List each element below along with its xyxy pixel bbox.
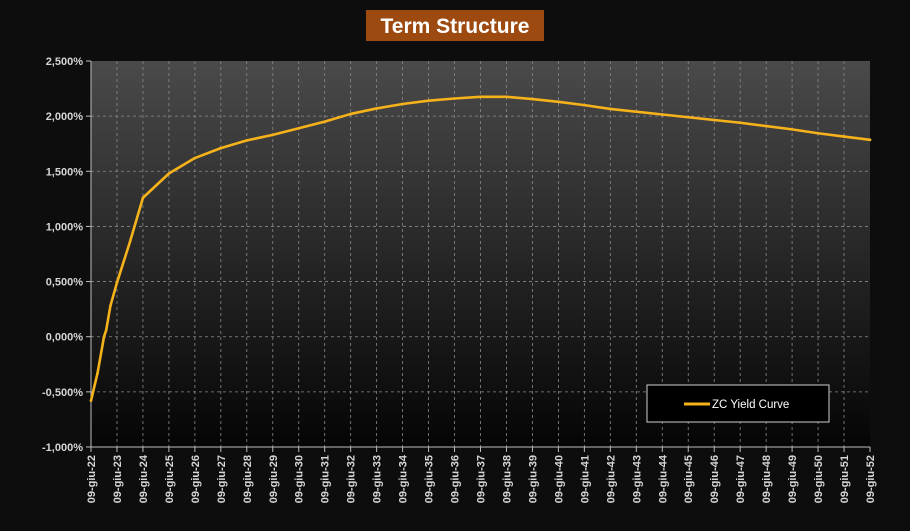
x-tick-label: 09-giu-50 [813, 455, 825, 503]
data-point [245, 139, 249, 142]
x-tick-label: 09-giu-39 [527, 455, 539, 503]
x-tick-label: 09-giu-35 [424, 455, 436, 503]
x-tick-label: 09-giu-27 [216, 455, 228, 503]
data-point [128, 240, 132, 244]
series-line-zc-yield-curve [89, 95, 872, 402]
data-point [505, 95, 508, 99]
x-tick-label: 09-giu-32 [346, 455, 358, 503]
data-point [219, 146, 223, 150]
data-point [271, 133, 275, 137]
data-point [712, 118, 716, 122]
data-point [609, 107, 612, 111]
data-point [816, 131, 820, 135]
x-tick-label: 09-giu-45 [683, 455, 695, 503]
x-tick-label: 09-giu-52 [865, 455, 877, 503]
title-box: Term Structure [366, 10, 544, 41]
x-tick-label: 09-giu-23 [112, 455, 124, 503]
x-tick-label: 09-giu-34 [398, 454, 410, 503]
x-tick-label: 09-giu-44 [657, 454, 669, 503]
x-tick-label: 09-giu-30 [294, 455, 306, 503]
x-tick-label: 09-giu-37 [476, 455, 488, 503]
y-tick-label: 2,500% [46, 56, 84, 68]
y-tick-label: -0,500% [42, 387, 83, 399]
data-point [104, 328, 108, 332]
legend: ZC Yield Curve [646, 384, 830, 423]
data-point [790, 128, 794, 131]
data-point [583, 103, 586, 107]
grid [91, 61, 870, 447]
x-tick-label: 09-giu-31 [320, 455, 332, 503]
data-point [323, 120, 326, 123]
data-point [660, 113, 664, 116]
data-point [764, 124, 768, 128]
data-point [868, 138, 872, 142]
x-tick-label: 09-giu-25 [164, 455, 176, 503]
x-tick-label: 09-giu-28 [242, 455, 254, 503]
data-point [634, 110, 638, 114]
x-tick-label: 09-giu-49 [787, 455, 799, 503]
data-point [193, 156, 197, 160]
data-point [686, 115, 690, 119]
data-point [738, 121, 742, 125]
x-tick-label: 09-giu-48 [761, 455, 773, 503]
chart-title: Term Structure [381, 15, 530, 38]
data-point [297, 126, 301, 130]
data-point [96, 371, 99, 375]
y-tick-label: -1,000% [42, 442, 83, 454]
data-point [427, 99, 430, 102]
x-tick-label: 09-giu-24 [138, 454, 150, 503]
y-tick-label: 1,000% [46, 221, 84, 233]
x-tick-label: 09-giu-36 [450, 455, 462, 503]
data-point [102, 335, 106, 339]
x-tick-label: 09-giu-22 [86, 455, 98, 503]
x-tick-label: 09-giu-42 [605, 455, 617, 503]
data-point [479, 95, 482, 99]
data-point [557, 100, 560, 104]
data-point [115, 281, 119, 284]
x-tick-label: 09-giu-41 [579, 455, 591, 503]
x-tick-label: 09-giu-40 [553, 455, 565, 503]
legend-box [646, 384, 830, 423]
legend-label-zc-yield-curve: ZC Yield Curve [712, 399, 789, 411]
data-point [453, 97, 456, 100]
data-point [401, 102, 404, 106]
x-tick-label: 09-giu-51 [839, 455, 851, 503]
data-point [141, 196, 145, 200]
x-tick-label: 09-giu-47 [735, 455, 747, 503]
data-point [349, 112, 352, 116]
data-point [167, 172, 171, 175]
x-tick-label: 09-giu-38 [501, 455, 513, 503]
x-tick-label: 09-giu-43 [631, 455, 643, 503]
x-tick-label: 09-giu-46 [709, 455, 721, 503]
axes: 2,500% 2,000% 1,500% 1,000% 0,500% 0,000% -0,5… [42, 56, 877, 503]
data-point [531, 97, 534, 101]
x-tick-label: 09-giu-29 [268, 455, 280, 503]
data-point [842, 135, 846, 138]
data-point [375, 107, 378, 110]
x-tick-label: 09-giu-33 [372, 455, 384, 503]
data-point [109, 304, 112, 308]
series-layer [89, 95, 872, 402]
y-tick-label: 0,000% [46, 332, 84, 344]
y-tick-label: 2,000% [46, 111, 84, 123]
y-tick-label: 0,500% [46, 277, 84, 289]
data-point [89, 399, 93, 402]
y-tick-label: 1,500% [46, 166, 84, 178]
x-tick-label: 09-giu-26 [190, 455, 202, 503]
